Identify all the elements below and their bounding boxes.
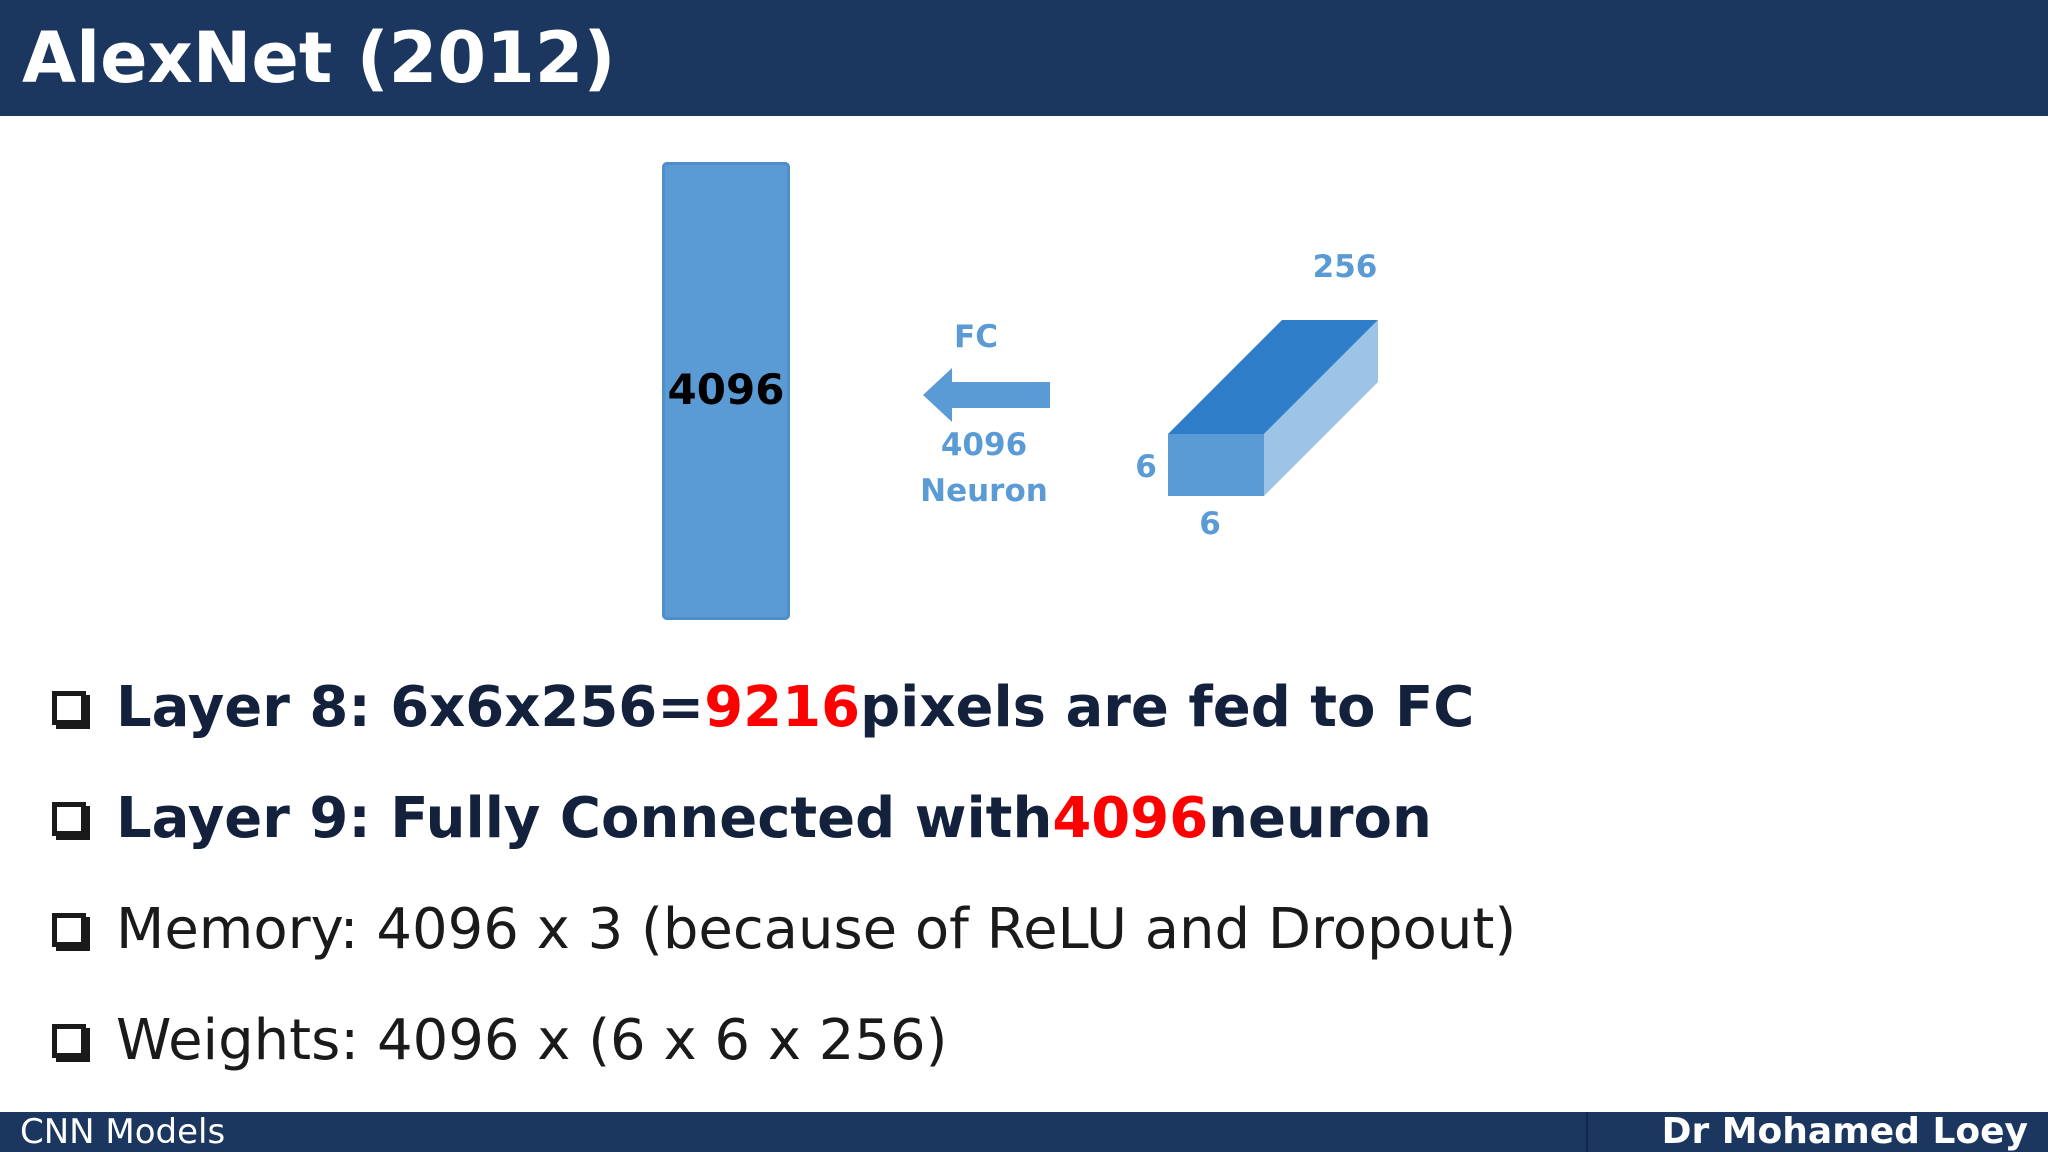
bullet-layer-9: Layer 9: Fully Connected with 4096 neuro… xyxy=(52,763,1952,874)
checkbox-bullet-icon xyxy=(52,801,86,836)
input-volume-side-face xyxy=(1264,320,1378,496)
bullet-text-tail: pixels are fed to FC xyxy=(860,675,1475,740)
fc-neuron-count: 4096 xyxy=(940,427,1028,463)
bullet-text: Weights: 4096 x (6 x 6 x 256) xyxy=(116,1008,948,1073)
bullet-text: Layer 9: Fully Connected with xyxy=(116,786,1053,851)
input-height-label: 6 xyxy=(1135,449,1157,485)
footer-divider xyxy=(1586,1112,1588,1152)
bullet-list: Layer 8: 6x6x256= 9216 pixels are fed to … xyxy=(52,652,1952,1096)
footer-course-name: CNN Models xyxy=(20,1112,226,1152)
bullet-memory: Memory: 4096 x 3 (because of ReLU and Dr… xyxy=(52,874,1952,985)
bullet-highlight: 9216 xyxy=(704,675,861,740)
checkbox-bullet-icon xyxy=(52,690,86,725)
fc-neuron-unit: Neuron xyxy=(920,473,1048,509)
bullet-weights: Weights: 4096 x (6 x 6 x 256) xyxy=(52,985,1952,1096)
output-layer-block xyxy=(662,162,790,620)
fc-arrow-icon xyxy=(923,368,1050,422)
bullet-text: Layer 8: 6x6x256= xyxy=(116,675,705,740)
title-bar xyxy=(0,0,2048,116)
output-layer-label: 4096 xyxy=(667,365,785,414)
input-volume-front-face xyxy=(1168,434,1264,496)
slide-title: AlexNet (2012) xyxy=(22,17,616,99)
input-volume-top-face xyxy=(1168,320,1378,434)
bullet-text-tail: neuron xyxy=(1208,786,1432,851)
bullet-layer-8: Layer 8: 6x6x256= 9216 pixels are fed to … xyxy=(52,652,1952,763)
checkbox-bullet-icon xyxy=(52,1023,86,1058)
fc-arrow-label: FC xyxy=(954,319,998,355)
input-width-label: 6 xyxy=(1199,506,1221,542)
checkbox-bullet-icon xyxy=(52,912,86,947)
bullet-text: Memory: 4096 x 3 (because of ReLU and Dr… xyxy=(116,897,1517,962)
input-depth-label: 256 xyxy=(1312,249,1378,285)
footer-bar xyxy=(0,1112,2048,1152)
bullet-highlight: 4096 xyxy=(1052,786,1209,851)
footer-author: Dr Mohamed Loey xyxy=(1661,1111,2028,1152)
